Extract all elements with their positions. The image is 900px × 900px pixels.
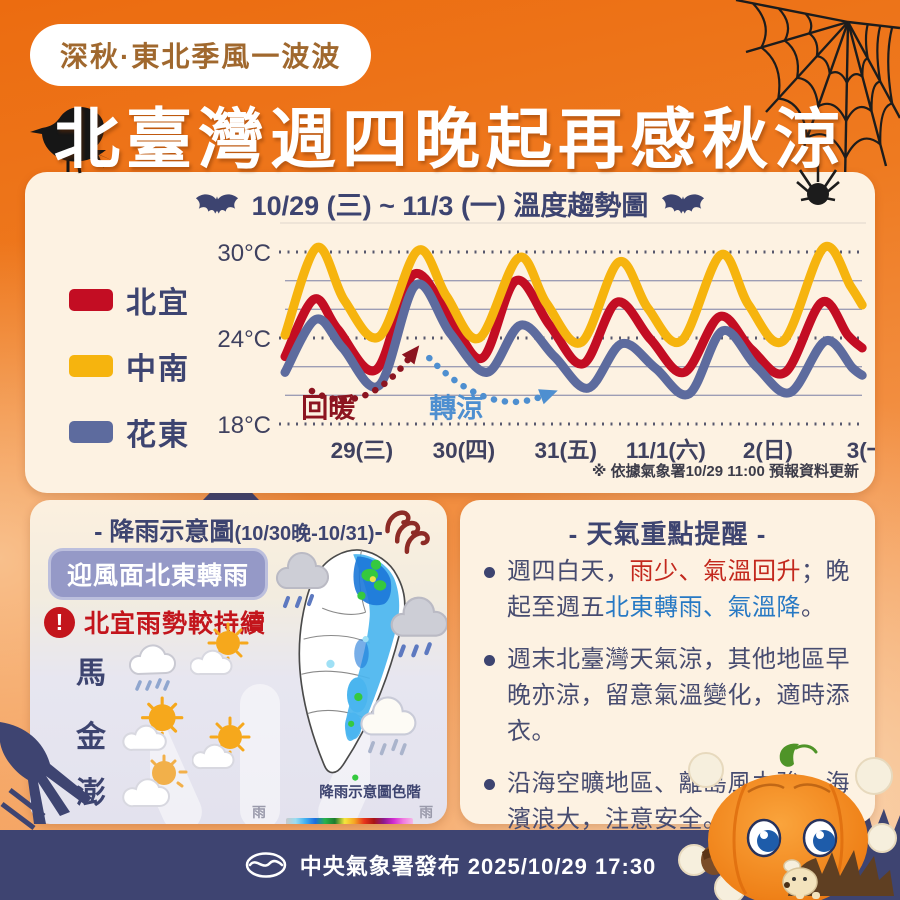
bullet-dot: [484, 779, 495, 790]
legend-item: 北宜: [69, 278, 190, 322]
tip-text: 週末北臺灣天氣涼，其他地區早晚亦涼，留意氣溫變化，適時添衣。: [507, 646, 850, 745]
cloud-covering-sun-icon: [122, 754, 188, 808]
rain-title-prefix: - 降雨示意圖: [94, 518, 235, 546]
bullet-dot: [484, 567, 495, 578]
crow-icon: [30, 107, 116, 174]
sun-behind-cloud-icon: [190, 622, 249, 676]
legend-swatch-zhongnan: [69, 355, 113, 377]
rain-scale: 雨少 雨多: [252, 802, 447, 824]
rain-scale-gradient: [285, 817, 414, 824]
legend-item: 花東: [69, 410, 190, 454]
svg-text:轉涼: 轉涼: [429, 394, 483, 424]
rain-scale-title: 降雨示意圖色階: [319, 785, 421, 801]
chart-title: 10/29 (三) ~ 11/3 (一) 溫度趨勢圖: [251, 191, 649, 221]
rain-card-title: - 降雨示意圖 (10/30晚-10/31) -: [30, 512, 447, 548]
svg-text:2(日): 2(日): [743, 438, 793, 463]
rain-title-suffix: -: [374, 518, 383, 546]
sun-behind-cloud-icon: [192, 716, 251, 770]
tip-item: 週末北臺灣天氣涼，其他地區早晚亦涼，留意氣溫變化，適時添衣。: [484, 642, 861, 750]
gray-rain-cloud-icon: [276, 551, 330, 608]
tips-title: - 天氣重點提醒 -: [568, 519, 767, 549]
footer-text: 中央氣象署發布 2025/10/29 17:30: [299, 854, 657, 879]
taiwan-rainfall-map: [298, 549, 406, 781]
rain-cloud-icon: [129, 644, 176, 691]
chart-legend: 北宜 中南 花東: [69, 278, 190, 476]
legend-swatch-beiyi: [69, 289, 113, 311]
bat-icon: [195, 193, 238, 214]
tree-silhouette: [0, 722, 92, 830]
svg-text:回暖: 回暖: [301, 394, 356, 424]
gray-rain-cloud-icon: [390, 596, 447, 658]
white-rain-cloud-icon: [360, 696, 417, 756]
svg-text:3(一): 3(一): [847, 438, 875, 463]
spider-icon: [796, 140, 840, 205]
windward-badge: 迎風面北東轉雨: [48, 548, 269, 600]
tip-item: 週四白天，雨少、氣溫回升；晚起至週五北東轉雨、氣溫降。: [484, 554, 861, 626]
exclamation-icon: !: [44, 606, 75, 638]
svg-text:24°C: 24°C: [217, 326, 271, 353]
svg-text:18°C: 18°C: [217, 412, 271, 439]
hedgehog-icon: [782, 850, 894, 899]
scale-min-label: 雨少: [252, 804, 266, 820]
svg-text:30(四): 30(四): [433, 438, 496, 463]
svg-text:30°C: 30°C: [217, 240, 271, 267]
bullet-dot: [484, 655, 495, 666]
svg-text:31(五): 31(五): [535, 438, 598, 463]
tip-text: 週四白天，雨少、氣溫回升；晚起至週五北東轉雨、氣溫降。: [507, 558, 850, 621]
chart-source-note: ※ 依據氣象署10/29 11:00 預報資料更新: [591, 463, 859, 480]
sun-behind-cloud-icon: [122, 696, 184, 751]
scale-max-label: 雨多: [419, 804, 434, 820]
region-label-matsu: 馬: [76, 657, 106, 690]
weather-tips-card: - 天氣重點提醒 - 週四白天，雨少、氣溫回升；晚起至週五北東轉雨、氣溫降。週末…: [460, 500, 875, 833]
topic-badge: 深秋·東北季風一波波: [30, 24, 372, 86]
svg-text:11/1(六): 11/1(六): [626, 438, 706, 463]
wind-icon: [385, 510, 430, 554]
rain-title-dates: (10/30晚-10/31): [234, 523, 375, 545]
cwa-logo: [245, 852, 286, 878]
divider: [280, 222, 866, 224]
legend-label: 中南: [126, 353, 190, 386]
legend-label: 北宜: [126, 287, 190, 320]
svg-text:29(三): 29(三): [331, 438, 394, 463]
bat-icon: [662, 193, 705, 214]
rain-map-card: - 降雨示意圖 (10/30晚-10/31) - 迎風面北東轉雨 ! 北宜雨勢較…: [30, 500, 447, 824]
legend-label: 花東: [126, 419, 190, 452]
temperature-card: 10/29 (三) ~ 11/3 (一) 溫度趨勢圖 北宜 中南 花東 30°C…: [25, 172, 875, 493]
region-label-kinmen: 金: [76, 721, 106, 754]
chart-title-row: 10/29 (三) ~ 11/3 (一) 溫度趨勢圖: [25, 184, 875, 223]
legend-swatch-huadong: [69, 421, 113, 443]
legend-item: 中南: [69, 344, 190, 388]
temperature-chart: 30°C 24°C 18°C 回暖 轉涼 29(三) 30(四) 31(五) 11/1(六) 2(…: [217, 240, 875, 463]
page-title: 北臺灣週四晚起再感秋涼: [54, 102, 846, 176]
spider-web-icon: [735, 0, 900, 183]
